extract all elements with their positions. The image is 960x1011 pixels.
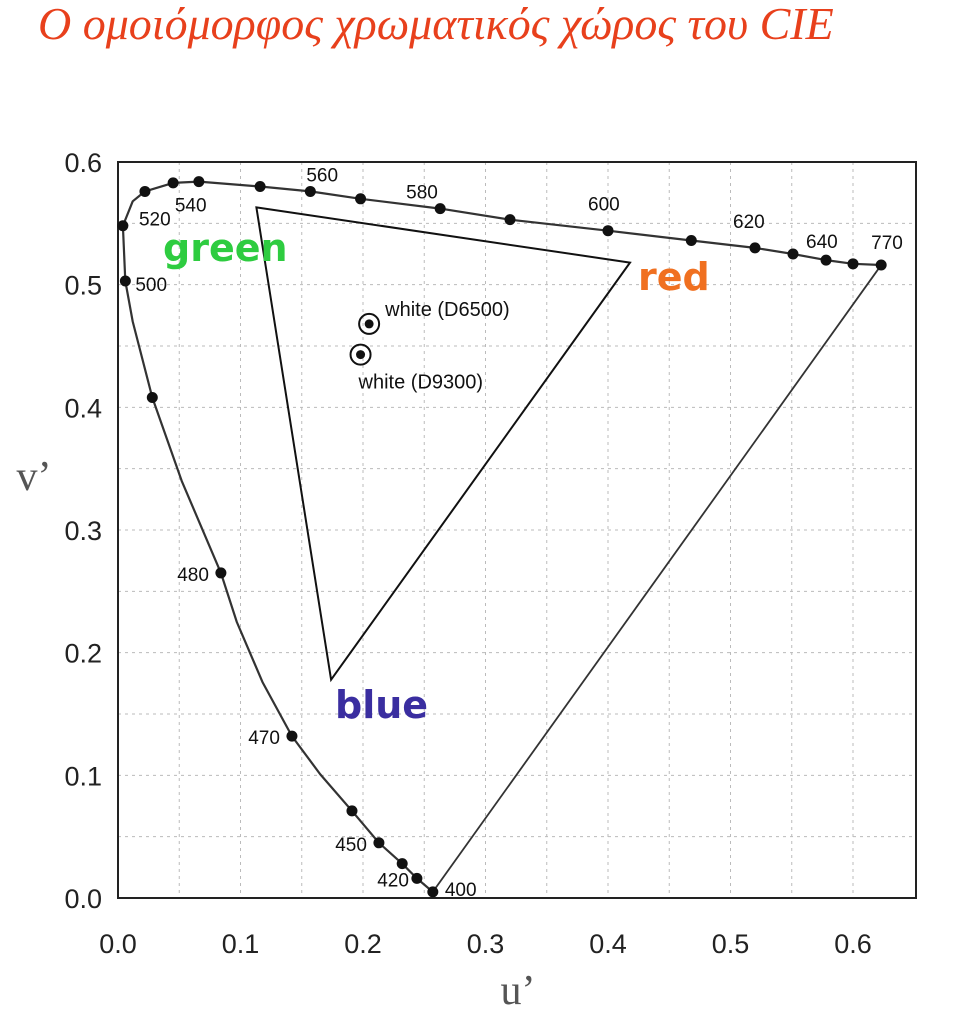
y-tick-label: 0.0 xyxy=(64,884,102,914)
wavelength-point xyxy=(875,259,887,271)
y-tick-label: 0.1 xyxy=(64,761,102,791)
green-primary-label: green xyxy=(163,226,288,270)
grid-lines xyxy=(118,162,916,898)
x-tick-label: 0.1 xyxy=(222,929,260,959)
page-title: Ο ομοιόμορφος χρωματικός χώρος του CIE xyxy=(38,0,834,49)
y-tick-label: 0.6 xyxy=(64,148,102,178)
y-tick-label: 0.3 xyxy=(64,516,102,546)
wavelength-point xyxy=(396,858,408,870)
gamut-triangle-outline xyxy=(255,206,632,683)
wavelength-point xyxy=(434,203,446,215)
wavelength-point xyxy=(215,567,227,579)
wavelength-point xyxy=(685,235,697,247)
wavelength-point xyxy=(119,275,131,287)
white-point-dot xyxy=(364,319,374,329)
white-point-ring xyxy=(349,343,372,366)
wavelength-point xyxy=(167,177,179,189)
wavelength-label: 520 xyxy=(139,209,171,230)
purple-line xyxy=(432,264,882,893)
white-point-label: white (D9300) xyxy=(358,372,484,394)
wavelength-label: 540 xyxy=(175,196,207,217)
wavelength-label: 640 xyxy=(806,232,838,253)
x-tick-label: 0.4 xyxy=(589,929,627,959)
wavelength-label: 500 xyxy=(135,275,167,296)
wavelength-label: 580 xyxy=(406,183,438,204)
x-tick-label: 0.6 xyxy=(834,929,872,959)
tick-labels: 0.0 0.1 0.2 0.3 0.4 0.5 0.6 0.0 0.1 0.2 0.3 0.4 0.5 0… xyxy=(64,148,871,959)
gamut-triangle xyxy=(255,206,632,683)
wavelength-point xyxy=(304,185,316,197)
wavelength-point xyxy=(504,214,516,226)
wavelength-point xyxy=(193,176,205,188)
wavelength-point xyxy=(139,185,151,197)
wavelength-label: 560 xyxy=(306,165,338,186)
wavelength-point xyxy=(146,392,158,404)
white-points: white (D6500) white (D9300) xyxy=(349,299,510,394)
wavelength-point xyxy=(820,254,832,266)
wavelength-point xyxy=(847,258,859,270)
wavelength-label: 400 xyxy=(445,880,477,901)
spectral-locus-curve xyxy=(121,180,882,893)
x-axis-label: u’ xyxy=(501,968,536,1011)
wavelength-point xyxy=(411,872,423,884)
wavelength-point xyxy=(373,837,385,849)
wavelength-label: 420 xyxy=(377,870,409,891)
wavelength-point xyxy=(346,805,358,817)
x-tick-label: 0.2 xyxy=(344,929,382,959)
blue-primary-label: blue xyxy=(335,683,428,727)
white-point-dot xyxy=(356,350,366,360)
wavelength-point xyxy=(602,225,614,237)
y-tick-label: 0.5 xyxy=(64,271,102,301)
white-point-ring xyxy=(358,312,381,335)
wavelength-label: 450 xyxy=(335,835,367,856)
wavelength-point xyxy=(427,886,439,898)
y-axis-label: v’ xyxy=(17,454,52,500)
red-primary-label: red xyxy=(638,255,710,299)
wavelength-label: 770 xyxy=(871,233,903,254)
wavelength-label: 620 xyxy=(733,212,765,233)
plot-frame xyxy=(117,161,917,899)
wavelength-label: 470 xyxy=(248,728,280,749)
spectral-locus xyxy=(121,180,882,893)
y-tick-label: 0.4 xyxy=(64,393,102,423)
wavelength-point xyxy=(355,193,367,205)
wavelength-point xyxy=(749,242,761,254)
x-tick-label: 0.0 xyxy=(99,929,137,959)
wavelength-point xyxy=(286,730,298,742)
primary-labels: green red blue xyxy=(163,226,710,727)
x-tick-label: 0.5 xyxy=(712,929,750,959)
wavelength-label: 600 xyxy=(588,195,620,216)
wavelength-point xyxy=(117,220,129,232)
white-point-label: white (D6500) xyxy=(384,299,510,321)
y-tick-label: 0.2 xyxy=(64,639,102,669)
wavelength-point xyxy=(787,248,799,260)
wavelength-point xyxy=(254,181,266,193)
wavelength-label: 480 xyxy=(177,565,209,586)
x-tick-label: 0.3 xyxy=(467,929,505,959)
